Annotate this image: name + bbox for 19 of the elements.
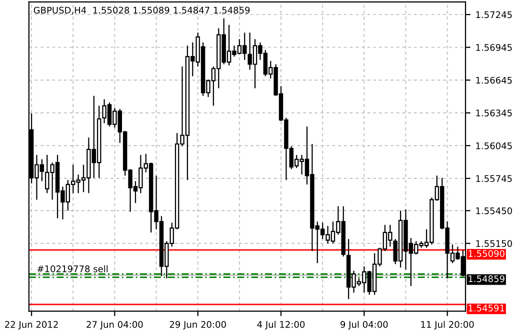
x-tick-label: 9 Jul 04:00 [340, 320, 388, 330]
ref-line-label: 1.54591 [468, 304, 504, 312]
chart-title: GBPUSD,H4 1.55028 1.55089 1.54847 1.54859 [34, 6, 250, 15]
y-tick-label: 1.57245 [476, 11, 512, 18]
x-tick-label: 27 Jun 04:00 [86, 321, 143, 330]
ref-line-label: #10219778 sell [37, 265, 108, 272]
y-tick-label: 1.56945 [476, 44, 512, 51]
y-tick-label: 1.56045 [476, 142, 512, 150]
ref-line-label: 1.55090 [468, 250, 504, 257]
y-tick-label: 1.55745 [476, 175, 512, 182]
y-tick-label: 1.55150 [476, 240, 512, 247]
x-tick-label: 11 Jul 20:00 [421, 320, 474, 330]
x-tick-label: 22 Jun 2012 [5, 321, 58, 330]
y-tick-label: 1.56345 [476, 110, 512, 116]
x-tick-label: 4 Jul 12:00 [257, 320, 305, 330]
ref-line-label: 1.54859 [468, 275, 504, 282]
y-tick-label: 1.56645 [476, 76, 512, 84]
x-tick-label: 29 Jun 20:00 [170, 321, 226, 330]
y-tick-label: 1.55450 [476, 207, 512, 214]
